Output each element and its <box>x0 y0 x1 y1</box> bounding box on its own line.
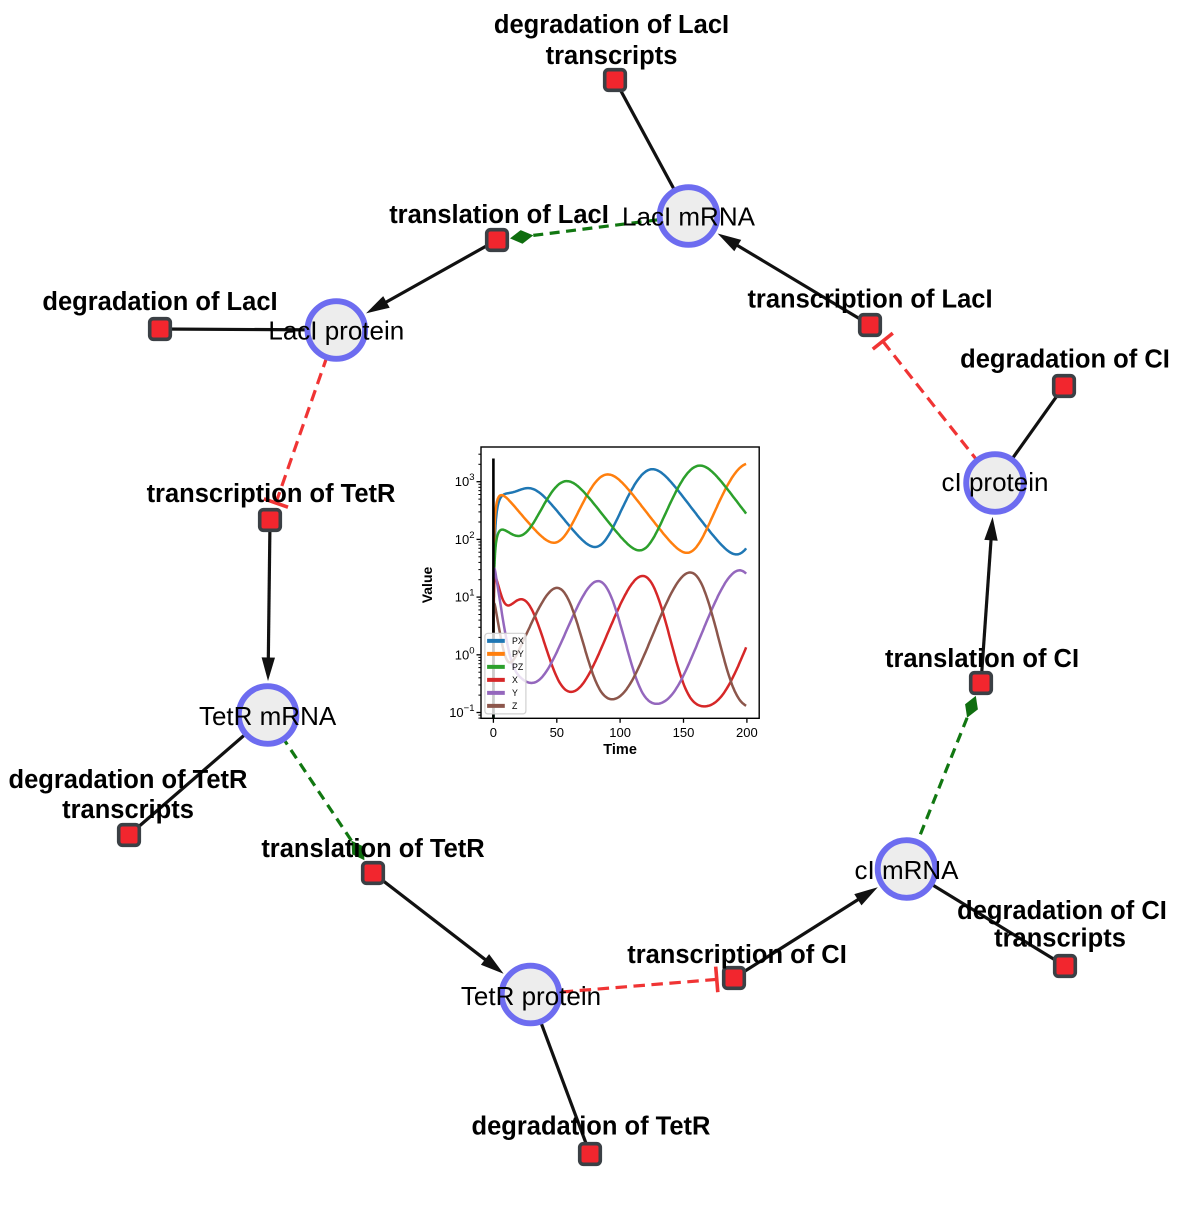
svg-text:degradation of TetR: degradation of TetR <box>9 766 248 794</box>
svg-text:transcription of LacI: transcription of LacI <box>747 286 992 314</box>
svg-text:100: 100 <box>609 725 631 740</box>
svg-text:TetR protein: TetR protein <box>461 981 601 1011</box>
svg-text:translation of LacI: translation of LacI <box>389 201 609 229</box>
svg-text:LacI mRNA: LacI mRNA <box>622 202 756 232</box>
svg-text:translation of CI: translation of CI <box>885 645 1079 673</box>
svg-text:transcripts: transcripts <box>62 796 194 824</box>
svg-text:PX: PX <box>512 636 524 646</box>
svg-text:degradation of TetR: degradation of TetR <box>472 1113 711 1141</box>
svg-text:0: 0 <box>490 725 497 740</box>
svg-text:transcripts: transcripts <box>994 925 1126 953</box>
svg-text:LacI protein: LacI protein <box>268 316 404 346</box>
svg-text:X: X <box>512 675 518 685</box>
svg-text:PZ: PZ <box>512 662 524 672</box>
svg-text:PY: PY <box>512 649 524 659</box>
svg-text:degradation of LacI: degradation of LacI <box>494 11 729 39</box>
svg-text:200: 200 <box>736 725 758 740</box>
svg-text:cI protein: cI protein <box>942 467 1049 497</box>
svg-text:transcription of TetR: transcription of TetR <box>147 480 396 508</box>
svg-text:transcripts: transcripts <box>546 42 678 70</box>
svg-text:TetR mRNA: TetR mRNA <box>199 701 337 731</box>
svg-text:50: 50 <box>550 725 564 740</box>
svg-text:Value: Value <box>419 567 435 604</box>
svg-text:Y: Y <box>512 688 518 698</box>
svg-text:degradation of CI: degradation of CI <box>960 346 1170 374</box>
svg-text:Z: Z <box>512 701 518 711</box>
svg-text:degradation of CI: degradation of CI <box>957 897 1167 925</box>
svg-text:cI mRNA: cI mRNA <box>855 855 960 885</box>
svg-text:transcription of CI: transcription of CI <box>627 941 847 969</box>
svg-text:Time: Time <box>603 742 637 758</box>
svg-text:translation of TetR: translation of TetR <box>261 835 484 863</box>
svg-text:150: 150 <box>673 725 695 740</box>
svg-text:degradation of LacI: degradation of LacI <box>42 288 277 316</box>
